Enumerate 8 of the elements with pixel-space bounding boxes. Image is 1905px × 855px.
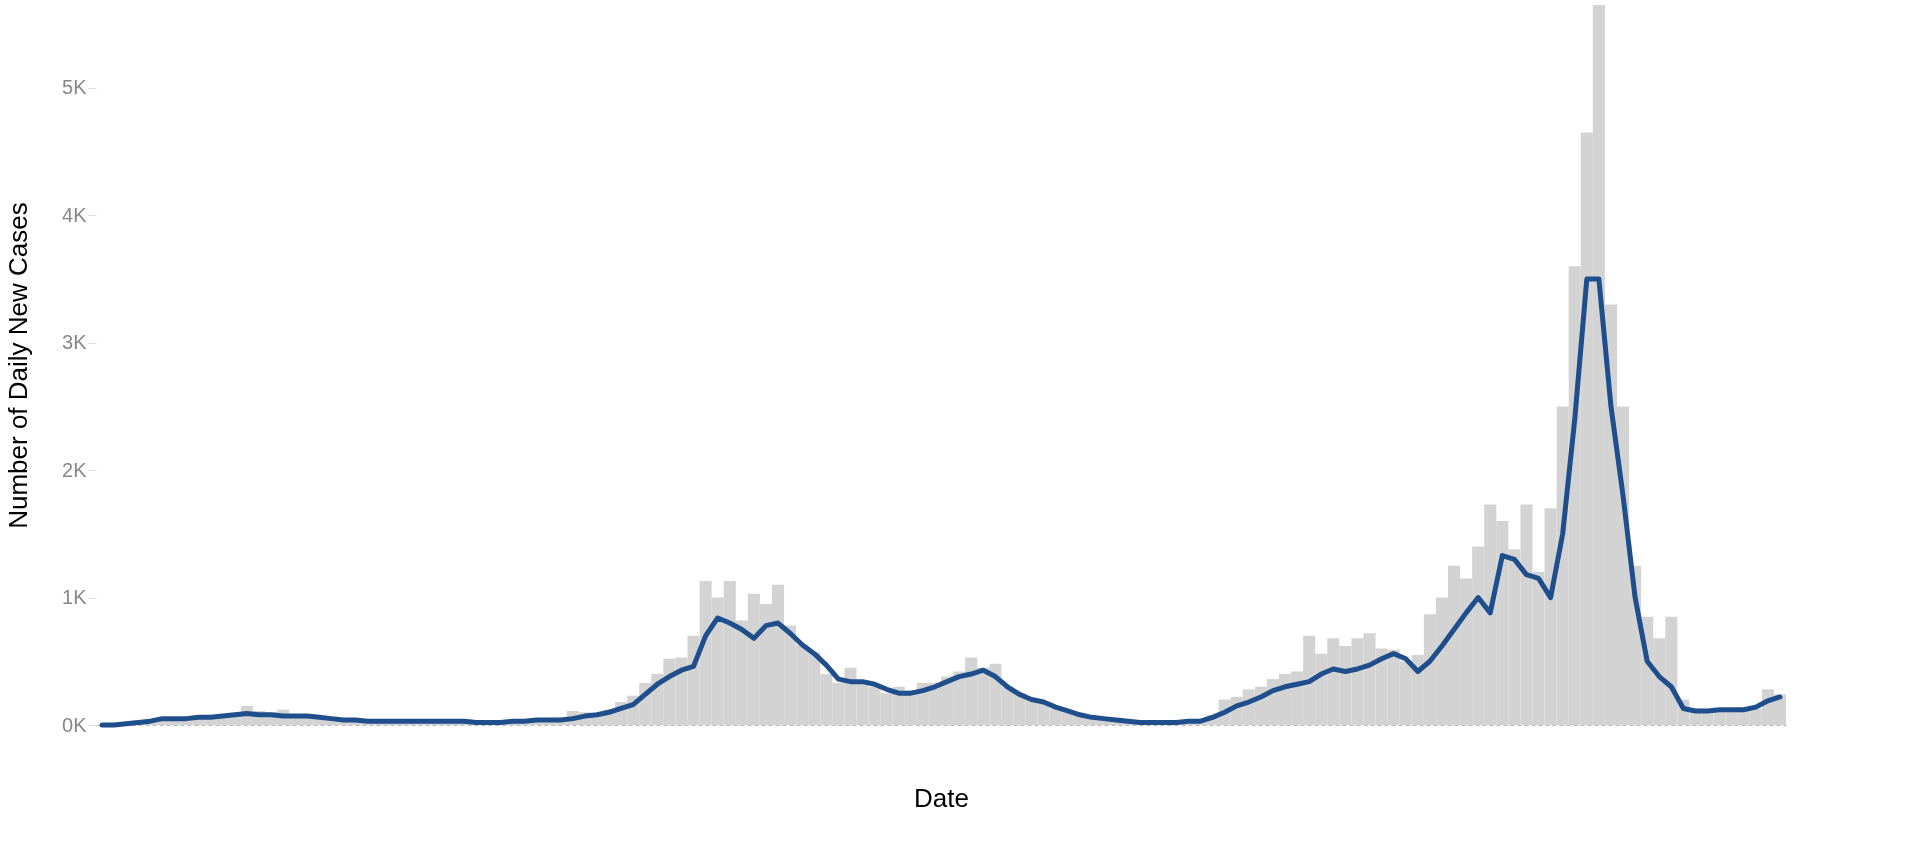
y-axis-title: Number of Daily New Cases: [3, 202, 34, 529]
y-tick-label: 3K: [62, 331, 88, 354]
y-tick-label: 0K: [62, 713, 88, 736]
y-tick-label: 5K: [62, 76, 88, 99]
y-tick-label: 2K: [62, 458, 88, 481]
y-tick-label: 1K: [62, 586, 88, 609]
x-axis-title: Date: [914, 782, 969, 813]
y-tick-label: 4K: [62, 203, 88, 226]
